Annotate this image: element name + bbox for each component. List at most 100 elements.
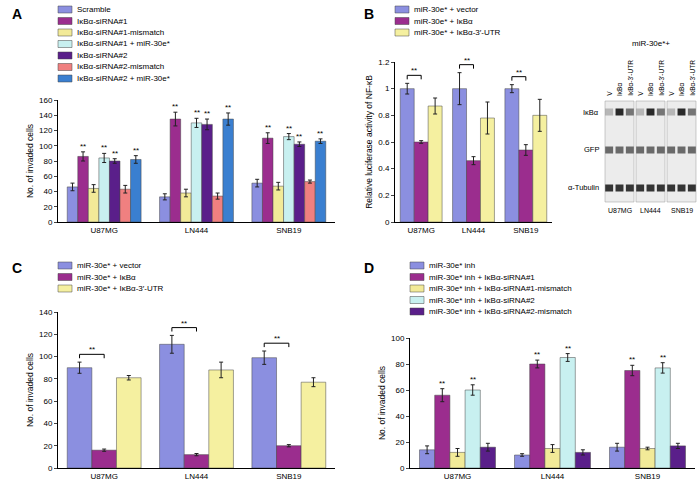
svg-text:**: ** — [534, 350, 540, 359]
svg-text:miR-30e* inh: miR-30e* inh — [429, 261, 475, 270]
svg-text:No. of invaded cells: No. of invaded cells — [25, 353, 35, 427]
svg-text:Scramble: Scramble — [77, 5, 111, 14]
svg-text:α-Tubulin: α-Tubulin — [568, 183, 599, 192]
svg-text:140: 140 — [39, 308, 53, 317]
svg-text:U87MG: U87MG — [90, 226, 118, 235]
svg-text:IκBα: IκBα — [616, 83, 623, 96]
svg-text:**: ** — [265, 123, 271, 132]
svg-text:120: 120 — [39, 126, 53, 135]
svg-text:GFP: GFP — [584, 145, 599, 154]
svg-text:**: ** — [172, 102, 178, 111]
svg-text:**: ** — [274, 334, 280, 343]
svg-text:B: B — [364, 6, 374, 22]
svg-text:IκBα-siRNA#1-mismatch: IκBα-siRNA#1-mismatch — [77, 28, 164, 37]
svg-text:**: ** — [660, 353, 666, 362]
svg-text:0: 0 — [48, 218, 53, 227]
svg-text:**: ** — [470, 375, 476, 384]
svg-text:IκBα-siRNA#2 + miR-30e*: IκBα-siRNA#2 + miR-30e* — [77, 74, 170, 83]
svg-text:**: ** — [565, 344, 571, 353]
svg-text:LN444: LN444 — [185, 472, 209, 481]
svg-text:**: ** — [194, 108, 200, 117]
svg-text:LN444: LN444 — [185, 226, 209, 235]
svg-text:SNB19: SNB19 — [276, 226, 302, 235]
svg-text:SNB19: SNB19 — [276, 472, 302, 481]
svg-text:SNB19: SNB19 — [635, 472, 661, 481]
svg-text:**: ** — [296, 132, 302, 141]
svg-text:**: ** — [411, 66, 417, 75]
svg-text:120: 120 — [39, 330, 53, 339]
svg-text:**: ** — [629, 355, 635, 364]
svg-text:0.2: 0.2 — [378, 191, 390, 200]
svg-text:IκBα-siRNA#1 + miR-30e*: IκBα-siRNA#1 + miR-30e* — [77, 39, 170, 48]
svg-text:20: 20 — [43, 203, 52, 212]
svg-text:miR-30e* inh + IκBα-siRNA#1: miR-30e* inh + IκBα-siRNA#1 — [429, 273, 535, 282]
svg-text:V: V — [668, 91, 675, 96]
svg-text:U87MG: U87MG — [608, 207, 632, 214]
svg-text:60: 60 — [395, 386, 404, 395]
svg-text:60: 60 — [43, 397, 52, 406]
svg-text:100: 100 — [391, 334, 405, 343]
svg-text:IκBα-3′-UTR: IκBα-3′-UTR — [658, 60, 665, 96]
svg-text:0.4: 0.4 — [378, 164, 390, 173]
svg-text:U87MG: U87MG — [407, 226, 435, 235]
svg-text:0.6: 0.6 — [378, 138, 390, 147]
svg-text:miR-30e* inh + IκBα-siRNA#1-mi: miR-30e* inh + IκBα-siRNA#1-mismatch — [429, 284, 572, 293]
svg-text:**: ** — [133, 146, 139, 155]
svg-text:**: ** — [317, 129, 323, 138]
svg-text:LN444: LN444 — [541, 472, 565, 481]
svg-text:Relative luciferase activity o: Relative luciferase activity of NF-κB — [364, 75, 374, 209]
svg-text:U87MG: U87MG — [444, 472, 472, 481]
svg-text:**: ** — [225, 103, 231, 112]
svg-text:80: 80 — [43, 375, 52, 384]
svg-text:miR-30e* inh + IκBα-siRNA#2: miR-30e* inh + IκBα-siRNA#2 — [429, 296, 535, 305]
svg-text:miR-30e*+: miR-30e*+ — [632, 39, 670, 48]
svg-text:D: D — [364, 260, 374, 276]
svg-text:**: ** — [516, 68, 522, 77]
svg-text:0: 0 — [400, 464, 405, 473]
svg-text:0: 0 — [48, 464, 53, 473]
svg-text:40: 40 — [43, 187, 52, 196]
svg-text:No. of invaded cells: No. of invaded cells — [25, 124, 35, 198]
svg-text:V: V — [606, 91, 613, 96]
svg-text:A: A — [12, 6, 22, 22]
svg-text:**: ** — [89, 345, 95, 354]
svg-text:No. of invaded cells: No. of invaded cells — [377, 366, 387, 440]
svg-text:**: ** — [204, 109, 210, 118]
svg-text:80: 80 — [43, 157, 52, 166]
svg-text:20: 20 — [395, 438, 404, 447]
svg-text:0: 0 — [385, 218, 390, 227]
svg-text:**: ** — [439, 379, 445, 388]
svg-text:miR-30e* inh + IκBα-siRNA#2-mi: miR-30e* inh + IκBα-siRNA#2-mismatch — [429, 307, 572, 316]
svg-text:**: ** — [464, 56, 470, 65]
svg-text:**: ** — [112, 149, 118, 158]
svg-text:40: 40 — [43, 419, 52, 428]
svg-text:IκBα: IκBα — [678, 83, 685, 96]
svg-text:U87MG: U87MG — [90, 472, 118, 481]
svg-text:IκBα-3′-UTR: IκBα-3′-UTR — [627, 60, 634, 96]
svg-text:miR-30e* + IκBα: miR-30e* + IκBα — [77, 273, 136, 282]
svg-text:LN444: LN444 — [462, 226, 486, 235]
svg-text:160: 160 — [39, 96, 53, 105]
svg-text:LN444: LN444 — [640, 207, 661, 214]
svg-text:0.8: 0.8 — [378, 111, 390, 120]
svg-text:100: 100 — [39, 142, 53, 151]
svg-text:IκBα-siRNA#2-mismatch: IκBα-siRNA#2-mismatch — [77, 62, 164, 71]
svg-text:**: ** — [101, 143, 107, 152]
svg-text:IκBα-siRNA#2: IκBα-siRNA#2 — [77, 51, 128, 60]
svg-text:miR-30e* + IκBα: miR-30e* + IκBα — [414, 17, 473, 26]
svg-text:20: 20 — [43, 442, 52, 451]
svg-text:**: ** — [80, 142, 86, 151]
svg-text:1.2: 1.2 — [378, 58, 390, 67]
svg-text:80: 80 — [395, 360, 404, 369]
svg-text:60: 60 — [43, 172, 52, 181]
svg-text:1: 1 — [385, 84, 390, 93]
svg-text:SNB19: SNB19 — [671, 207, 693, 214]
svg-text:IκBα-3′-UTR: IκBα-3′-UTR — [689, 60, 696, 96]
svg-text:IκBα: IκBα — [647, 83, 654, 96]
svg-text:IκBα: IκBα — [583, 108, 599, 117]
svg-text:**: ** — [181, 319, 187, 328]
svg-text:SNB19: SNB19 — [513, 226, 539, 235]
svg-text:40: 40 — [395, 412, 404, 421]
svg-text:V: V — [637, 91, 644, 96]
svg-text:C: C — [12, 260, 22, 276]
